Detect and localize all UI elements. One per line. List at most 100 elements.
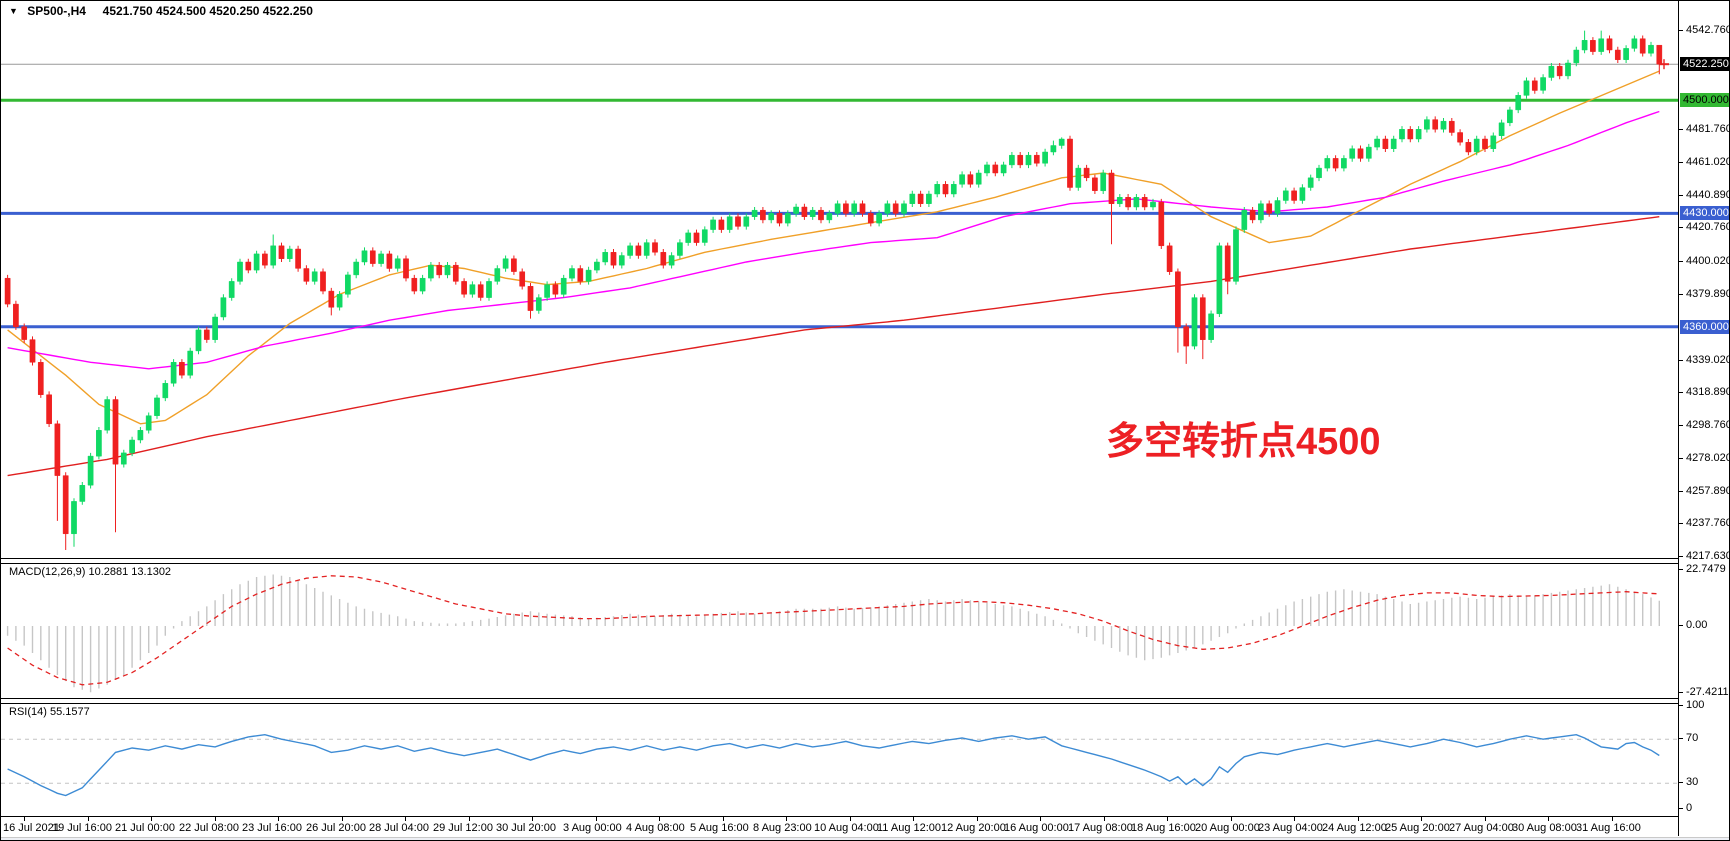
axis-tick-label: 100 bbox=[1679, 699, 1729, 712]
time-tick bbox=[1612, 817, 1613, 821]
rsi-label: RSI(14) 55.1577 bbox=[9, 706, 90, 718]
bottom-scroll-strip[interactable] bbox=[1, 837, 1729, 840]
time-axis[interactable]: 16 Jul 2021 19 Jul 16:00 21 Jul 00:00 22 Ju… bbox=[1, 816, 1678, 837]
axis-tick-label: 4461.020 bbox=[1679, 156, 1729, 169]
time-tick bbox=[659, 817, 660, 821]
time-tick-label: 3 Aug 00:00 bbox=[563, 822, 622, 834]
bear-candle-bodies bbox=[4, 38, 1663, 535]
axis-tick-label: 30 bbox=[1679, 776, 1729, 789]
bull-candle-wicks bbox=[73, 30, 1652, 547]
axis-tick-label: -27.4211 bbox=[1679, 686, 1729, 699]
symbol-period-label: SP500-,H4 bbox=[27, 4, 86, 18]
axis-tick-label: 4278.020 bbox=[1679, 452, 1729, 465]
axis-tick-label: 0 bbox=[1679, 802, 1729, 815]
support-level-label: 4360.000 bbox=[1680, 319, 1729, 334]
time-tick bbox=[278, 817, 279, 821]
axis-tick-label: 4420.760 bbox=[1679, 221, 1729, 234]
time-tick bbox=[1485, 817, 1486, 821]
time-tick-label: 5 Aug 16:00 bbox=[690, 822, 749, 834]
time-tick bbox=[1104, 817, 1105, 821]
time-tick-label: 26 Jul 20:00 bbox=[306, 822, 366, 834]
time-tick-label: 17 Aug 08:00 bbox=[1068, 822, 1133, 834]
rsi-line bbox=[7, 733, 1660, 797]
time-tick bbox=[850, 817, 851, 821]
panel-separator bbox=[1, 698, 1678, 704]
time-tick-label: 23 Jul 16:00 bbox=[242, 822, 302, 834]
pivot-level-label: 4500.000 bbox=[1680, 93, 1729, 108]
time-tick-label: 20 Aug 00:00 bbox=[1195, 822, 1260, 834]
ma-slow-red bbox=[7, 216, 1660, 477]
macd-histogram bbox=[6, 574, 1660, 693]
time-tick-label: 11 Aug 12:00 bbox=[877, 822, 942, 834]
time-tick-label: 16 Aug 00:00 bbox=[1004, 822, 1069, 834]
axis-tick-label: 4339.020 bbox=[1679, 354, 1729, 367]
bear-candle-wicks bbox=[7, 35, 1660, 550]
time-tick-label: 21 Jul 00:00 bbox=[115, 822, 175, 834]
time-tick bbox=[24, 817, 25, 821]
axis-tick-label: 0.00 bbox=[1679, 619, 1729, 632]
macd-signal-line bbox=[7, 575, 1660, 686]
time-tick bbox=[1294, 817, 1295, 821]
time-tick bbox=[1421, 817, 1422, 821]
macd-indicator-panel[interactable] bbox=[1, 563, 1678, 698]
time-tick-label: 24 Aug 12:00 bbox=[1322, 822, 1387, 834]
axis-tick-label: 70 bbox=[1679, 732, 1729, 745]
time-tick bbox=[913, 817, 914, 821]
time-tick bbox=[977, 817, 978, 821]
time-tick-label: 16 Jul 2021 bbox=[3, 822, 60, 834]
time-tick bbox=[596, 817, 597, 821]
support-level-label: 4430.000 bbox=[1680, 206, 1729, 221]
ma-mid-magenta bbox=[7, 110, 1660, 370]
time-tick bbox=[1358, 817, 1359, 821]
time-tick bbox=[532, 817, 533, 821]
rsi-indicator-panel[interactable] bbox=[1, 703, 1678, 816]
axis-tick-label: 4318.890 bbox=[1679, 386, 1729, 399]
time-tick-label: 30 Jul 20:00 bbox=[496, 822, 556, 834]
time-tick bbox=[723, 817, 724, 821]
time-tick-label: 19 Jul 16:00 bbox=[52, 822, 112, 834]
time-tick-label: 23 Aug 04:00 bbox=[1258, 822, 1323, 834]
price-axis[interactable]: 4542.760 4481.760 4461.020 4440.890 4420.760… bbox=[1678, 1, 1729, 836]
current-price-label: 4522.250 bbox=[1680, 57, 1729, 72]
time-tick-label: 22 Jul 08:00 bbox=[179, 822, 239, 834]
time-tick-label: 12 Aug 20:00 bbox=[941, 822, 1006, 834]
axis-tick-label: 4440.890 bbox=[1679, 189, 1729, 202]
axis-tick-label: 4400.020 bbox=[1679, 255, 1729, 268]
axis-tick-label: 4481.760 bbox=[1679, 123, 1729, 136]
axis-tick-label: 4257.890 bbox=[1679, 485, 1729, 498]
time-tick bbox=[1167, 817, 1168, 821]
time-tick-label: 28 Jul 04:00 bbox=[369, 822, 429, 834]
time-tick bbox=[215, 817, 216, 821]
axis-tick-label: 4379.890 bbox=[1679, 288, 1729, 301]
macd-label: MACD(12,26,9) 10.2881 13.1302 bbox=[9, 566, 172, 578]
time-tick bbox=[405, 817, 406, 821]
panel-separator bbox=[1, 558, 1678, 564]
axis-tick-label: 4237.760 bbox=[1679, 517, 1729, 530]
axis-tick-label: 4217.630 bbox=[1679, 550, 1729, 563]
time-tick bbox=[342, 817, 343, 821]
chart-header: ▼ SP500-,H4 4521.750 4524.500 4520.250 4… bbox=[9, 4, 313, 18]
chart-annotation-text: 多空转折点4500 bbox=[1106, 421, 1381, 463]
time-tick-label: 10 Aug 04:00 bbox=[814, 822, 879, 834]
time-tick bbox=[1548, 817, 1549, 821]
time-tick-label: 27 Aug 04:00 bbox=[1449, 822, 1514, 834]
time-tick-label: 30 Aug 08:00 bbox=[1512, 822, 1577, 834]
main-price-chart[interactable] bbox=[1, 1, 1678, 558]
time-tick bbox=[469, 817, 470, 821]
time-tick bbox=[1231, 817, 1232, 821]
time-tick bbox=[88, 817, 89, 821]
time-tick bbox=[1040, 817, 1041, 821]
bull-candle-bodies bbox=[71, 38, 1654, 535]
time-tick-label: 29 Jul 12:00 bbox=[433, 822, 493, 834]
time-tick-label: 4 Aug 08:00 bbox=[626, 822, 685, 834]
symbol-dropdown-icon[interactable]: ▼ bbox=[9, 6, 18, 16]
time-tick-label: 18 Aug 16:00 bbox=[1131, 822, 1196, 834]
ohlc-values-label: 4521.750 4524.500 4520.250 4522.250 bbox=[102, 4, 313, 18]
time-tick bbox=[786, 817, 787, 821]
axis-tick-label: 4542.760 bbox=[1679, 24, 1729, 37]
time-tick-label: 31 Aug 16:00 bbox=[1576, 822, 1641, 834]
time-tick-label: 8 Aug 23:00 bbox=[753, 822, 812, 834]
axis-tick-label: 4298.760 bbox=[1679, 419, 1729, 432]
time-tick bbox=[151, 817, 152, 821]
